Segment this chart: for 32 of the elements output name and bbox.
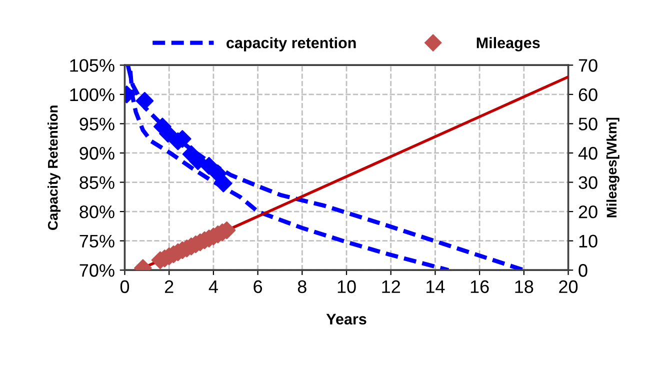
legend-label: Mileages [476, 37, 540, 52]
x-tick-label: 8 [298, 280, 306, 294]
y2-tick-label: 0 [578, 264, 588, 277]
y-tick-label: 85% [80, 176, 114, 189]
y2-tick-label: 50 [578, 118, 598, 130]
x-tick-label: 12 [382, 280, 400, 293]
y2-tick-label: 10 [579, 234, 598, 248]
x-tick-label: 16 [470, 280, 489, 294]
y2-tick-label: 30 [578, 176, 598, 189]
y-tick-label: 80% [80, 205, 114, 218]
x-tick-label: 10 [338, 280, 356, 294]
x-tick-label: 6 [254, 280, 262, 294]
y-tick-label: 100% [70, 88, 114, 102]
y2-tick-label: 20 [578, 205, 598, 218]
y-tick-label: 95% [80, 118, 114, 130]
y-tick-label: 70% [80, 264, 114, 277]
y2-tick-label: 70 [578, 59, 598, 72]
x-tick-label: 4 [208, 280, 218, 293]
y-tick-label: 90% [80, 146, 114, 160]
y2-tick-label: 60 [578, 88, 598, 102]
y-axis-title: Capacity Retention [48, 106, 61, 230]
y-tick-label: 75% [80, 234, 114, 248]
y2-axis-title: Mileages[Wkm] [606, 118, 620, 218]
x-tick-label: 18 [515, 280, 534, 294]
y2-tick-label: 40 [578, 146, 598, 160]
x-tick-label: 20 [559, 280, 578, 294]
legend-label: capacity retention [226, 37, 356, 52]
y-tick-label: 105% [70, 59, 114, 72]
x-tick-label: 2 [164, 280, 174, 293]
x-tick-label: 0 [120, 280, 130, 294]
x-axis-title: Years [326, 314, 366, 325]
x-tick-label: 14 [426, 280, 445, 293]
